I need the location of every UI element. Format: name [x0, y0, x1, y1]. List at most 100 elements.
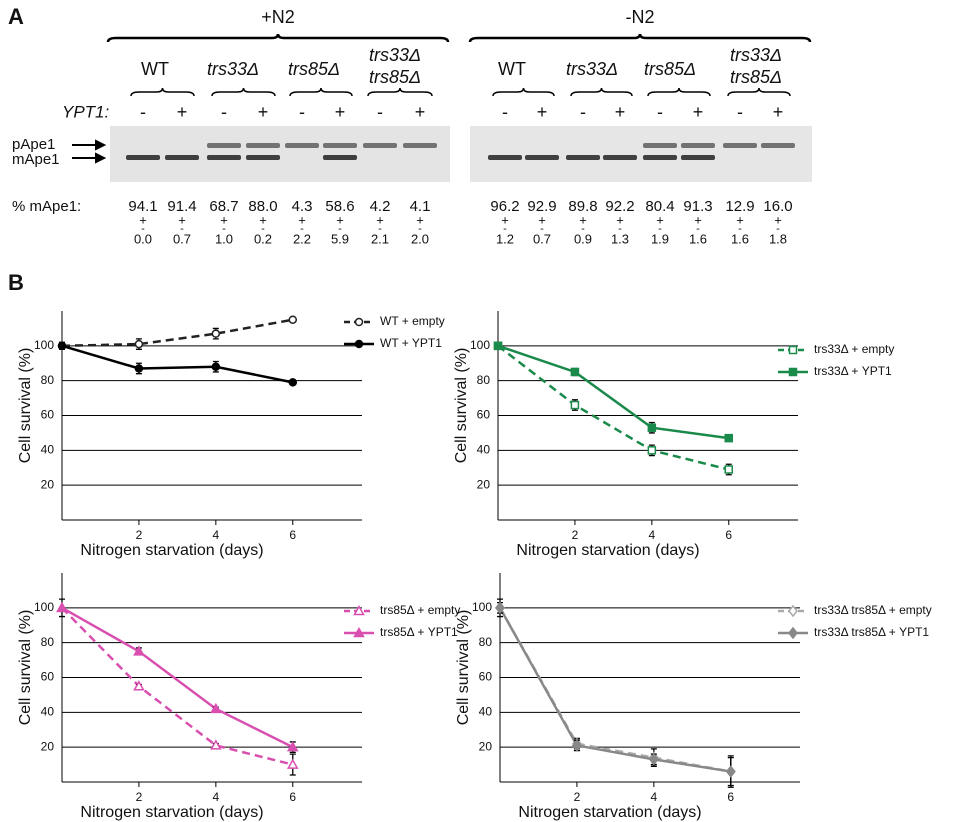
blot — [110, 126, 812, 182]
band — [323, 155, 357, 160]
x-tick-label: 2 — [572, 528, 579, 542]
legend-label: trs33Δ + YPT1 — [814, 364, 892, 378]
point — [571, 402, 578, 409]
ypt1-sign: - — [299, 102, 305, 122]
series-line — [498, 346, 729, 438]
brace — [470, 34, 810, 42]
y-tick-label: 60 — [479, 670, 493, 684]
ypt1-sign: - — [221, 102, 227, 122]
x-axis-label: Nitrogen starvation (days) — [516, 542, 699, 559]
ypt1-sign: + — [693, 102, 704, 122]
legend-label: trs85Δ + empty — [380, 603, 460, 617]
mape1-error: 1.6 — [689, 231, 707, 246]
x-axis-label: Nitrogen starvation (days) — [80, 804, 263, 821]
point — [495, 342, 502, 349]
series-line — [498, 346, 729, 470]
band — [643, 155, 677, 160]
genotype-label: trs33Δ — [207, 59, 259, 79]
condition-label: -N2 — [625, 7, 654, 27]
band — [525, 155, 559, 160]
mape1-error: 1.3 — [611, 231, 629, 246]
genotype-label: trs85Δ — [288, 59, 340, 79]
y-tick-label: 20 — [479, 739, 493, 753]
mape1-error: 0.0 — [134, 231, 152, 246]
x-tick-label: 2 — [136, 790, 143, 804]
ypt1-sign: + — [615, 102, 626, 122]
y-tick-label: 20 — [477, 477, 491, 491]
band — [207, 143, 241, 148]
legend-label: WT + empty — [380, 314, 445, 328]
band — [246, 155, 280, 160]
y-axis-label: Cell survival (%) — [453, 348, 470, 464]
brace — [108, 34, 448, 42]
arrows — [72, 141, 104, 162]
ypt1-label: YPT1: — [62, 102, 110, 121]
band — [723, 143, 757, 148]
genotype-label: trs33Δ — [730, 45, 782, 65]
ypt1-sign: - — [580, 102, 586, 122]
brace — [290, 88, 352, 96]
y-tick-label: 100 — [470, 338, 490, 352]
x-tick-label: 4 — [213, 790, 220, 804]
band — [323, 143, 357, 148]
band — [207, 155, 241, 160]
ypt1-sign: + — [415, 102, 426, 122]
point — [212, 330, 219, 337]
y-tick-label: 20 — [41, 477, 55, 491]
legend-label: trs33Δ trs85Δ + empty — [814, 603, 932, 617]
genotype-label: trs33Δ — [566, 59, 618, 79]
band — [285, 143, 319, 148]
point — [289, 316, 296, 323]
band-label: mApe1 — [12, 151, 60, 168]
x-tick-label: 6 — [289, 528, 296, 542]
brace — [571, 88, 632, 96]
genotype-label: WT — [141, 59, 169, 79]
band — [566, 155, 600, 160]
mape1-error: 0.7 — [173, 231, 191, 246]
series-line — [62, 346, 293, 383]
y-tick-label: 20 — [41, 739, 55, 753]
ypt1-sign: - — [502, 102, 508, 122]
legend-marker — [356, 319, 363, 326]
ypt1-sign: + — [258, 102, 269, 122]
x-axis-label: Nitrogen starvation (days) — [518, 804, 701, 821]
x-tick-label: 4 — [649, 528, 656, 542]
ypt1-sign: + — [177, 102, 188, 122]
point — [648, 424, 655, 431]
condition-label: +N2 — [261, 7, 295, 27]
band — [681, 155, 715, 160]
band — [488, 155, 522, 160]
y-tick-label: 100 — [34, 600, 54, 614]
brace — [368, 88, 432, 96]
point — [571, 368, 578, 375]
y-tick-label: 40 — [477, 443, 491, 457]
ypt1-sign: + — [773, 102, 784, 122]
brace — [493, 88, 554, 96]
legend-label: WT + YPT1 — [380, 336, 442, 350]
point — [648, 447, 655, 454]
point — [59, 342, 66, 349]
ypt1-sign: - — [737, 102, 743, 122]
band — [603, 155, 637, 160]
point — [725, 466, 732, 473]
panel-label: A — [8, 4, 24, 29]
y-tick-label: 40 — [479, 705, 493, 719]
band — [643, 143, 677, 148]
point — [727, 767, 735, 777]
band — [126, 155, 160, 160]
y-tick-label: 80 — [41, 373, 55, 387]
y-tick-label: 100 — [472, 600, 492, 614]
x-tick-label: 6 — [727, 790, 734, 804]
brace — [131, 88, 194, 96]
point — [288, 760, 297, 768]
band — [246, 143, 280, 148]
x-tick-label: 2 — [574, 790, 581, 804]
ypt1-sign: + — [537, 102, 548, 122]
series-line — [62, 608, 293, 765]
band — [165, 155, 199, 160]
band — [363, 143, 397, 148]
y-tick-label: 80 — [479, 635, 493, 649]
mape1-error: 0.9 — [574, 231, 592, 246]
mape1-error: 5.9 — [331, 231, 349, 246]
mape1-error: 2.2 — [293, 231, 311, 246]
